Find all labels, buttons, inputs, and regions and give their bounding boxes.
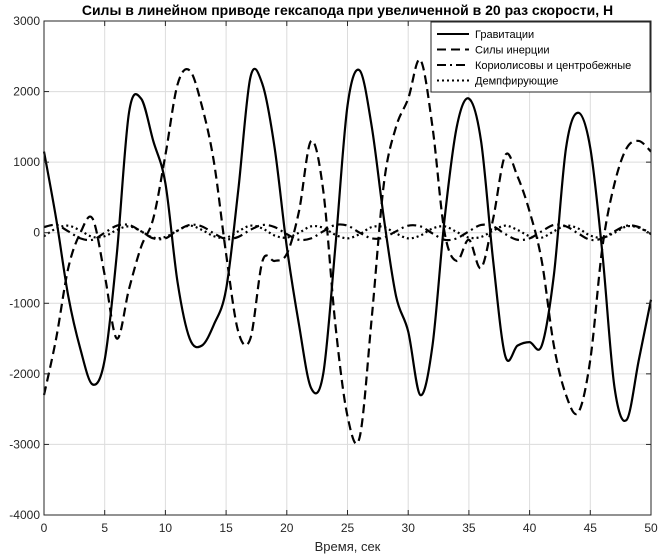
- x-tick-label: 35: [462, 521, 476, 535]
- x-tick-label: 45: [584, 521, 598, 535]
- x-tick-label: 25: [341, 521, 355, 535]
- x-tick-label: 5: [101, 521, 108, 535]
- chart-title: Силы в линейном приводе гексапода при ув…: [82, 2, 613, 18]
- x-axis-ticks: 0 5 10 15 20 25 30 35 40 45 50: [41, 21, 658, 535]
- legend-label: Силы инерции: [475, 45, 550, 57]
- y-tick-label: -2000: [9, 367, 40, 381]
- x-tick-label: 15: [219, 521, 233, 535]
- x-tick-label: 0: [41, 521, 48, 535]
- x-axis-label: Время, сек: [315, 539, 381, 554]
- series-line-2: [42, 58, 652, 445]
- y-tick-label: 3000: [13, 14, 40, 28]
- legend-label: Демпфирующие: [475, 76, 558, 88]
- y-tick-label: -3000: [9, 437, 40, 451]
- y-axis-ticks: -4000 -3000 -2000 -1000 0 1000 2000 3000: [9, 14, 651, 522]
- x-tick-label: 20: [280, 521, 294, 535]
- y-tick-label: 0: [33, 226, 40, 240]
- y-tick-label: 2000: [13, 85, 40, 99]
- legend: Гравитации Силы инерции Кориолисовы и цент…: [430, 21, 651, 93]
- series-layer: [42, 58, 653, 445]
- y-tick-label: -1000: [9, 296, 40, 310]
- legend-label: Гравитации: [475, 29, 534, 41]
- y-tick-label: -4000: [9, 508, 40, 522]
- series-line-1: [42, 67, 653, 422]
- x-tick-label: 40: [523, 521, 537, 535]
- y-tick-label: 1000: [13, 155, 40, 169]
- x-tick-label: 30: [402, 521, 416, 535]
- series-line-3: [43, 223, 652, 242]
- legend-label: Кориолисовы и центробежные: [475, 60, 631, 72]
- x-tick-label: 50: [644, 521, 658, 535]
- x-tick-label: 10: [159, 521, 173, 535]
